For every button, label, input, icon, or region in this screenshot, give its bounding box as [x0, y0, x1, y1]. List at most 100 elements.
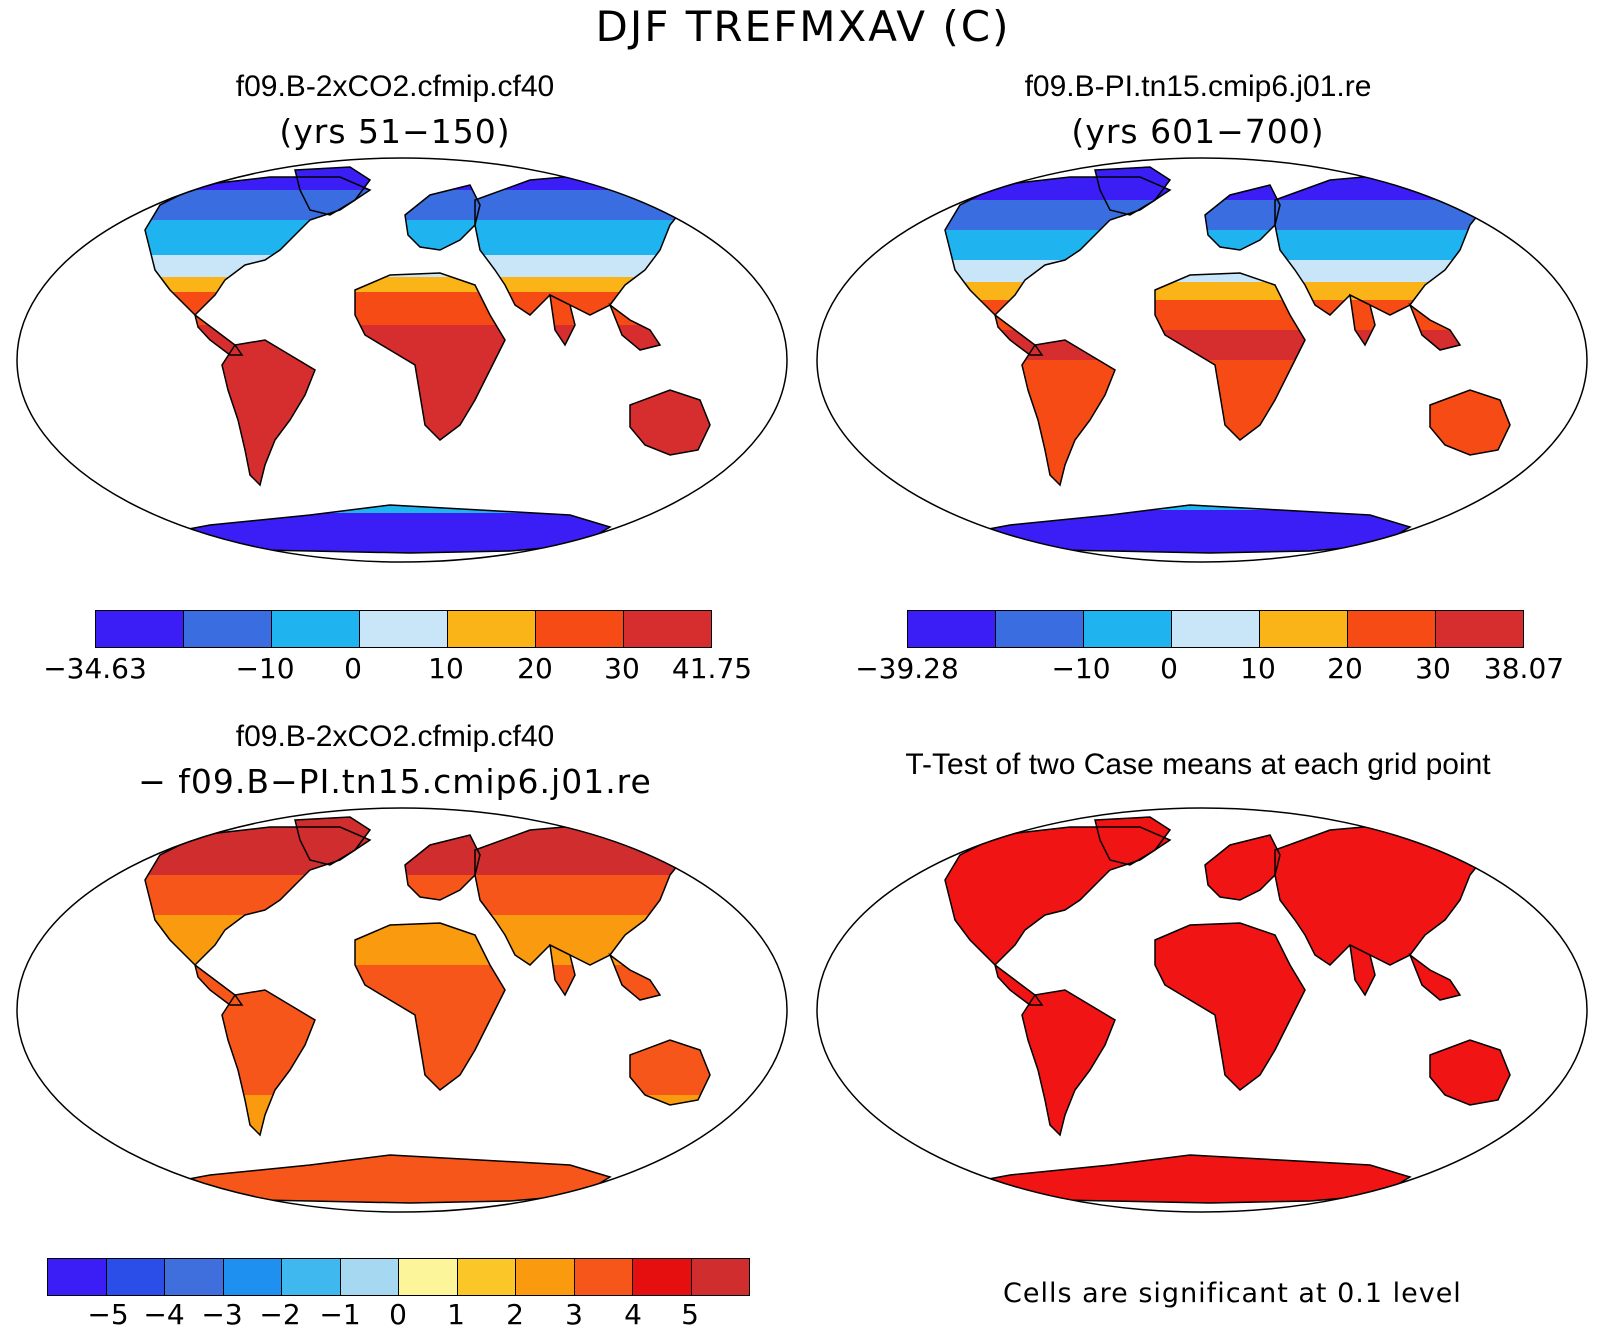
map-border [16, 157, 788, 563]
colorbar-top-left [95, 610, 712, 648]
temperature-band [930, 282, 1510, 300]
colorbar-tick-label: −10 [1051, 652, 1111, 685]
colorbar-swatch [908, 611, 996, 647]
significant-cells [930, 817, 1510, 1203]
colorbar-swatch [996, 611, 1084, 647]
colorbar-tick-label: 41.75 [671, 652, 753, 685]
colorbar-swatch [448, 611, 536, 647]
temperature-band [130, 513, 710, 553]
panel-title-bottom-right: T-Test of two Case means at each grid po… [905, 748, 1491, 781]
colorbar-tick-label: −34.63 [43, 652, 147, 685]
coastline-southAmerica [221, 989, 316, 1137]
colorbar-swatch [536, 611, 624, 647]
map-bottom-right [816, 807, 1588, 1213]
difference-band [130, 875, 710, 915]
colorbar-tick-label: 20 [1327, 652, 1363, 685]
colorbar-tick-label: 0 [389, 1298, 407, 1331]
colorbar-tick-label: 4 [624, 1298, 642, 1331]
coastline-seAsia [1408, 952, 1462, 1001]
temperature-band [930, 490, 1510, 510]
coastline-seAsia [608, 302, 662, 351]
coastline-seAsia [1408, 302, 1462, 351]
coastline-centralAmerica [193, 963, 244, 1006]
coastline-india [549, 293, 576, 347]
coastline-greenland [1094, 816, 1172, 866]
panel-subtitle-top-right: (yrs 601−700) [1071, 112, 1325, 151]
difference-band [130, 817, 710, 875]
coastline-europe [404, 184, 481, 251]
difference-band [130, 965, 710, 1095]
colorbar-swatch [282, 1259, 341, 1295]
colorbar-tick-label: 0 [1160, 652, 1178, 685]
colorbar-swatch [340, 1259, 399, 1295]
coastline-antarctica [129, 1154, 612, 1204]
coastline-northAmerica [144, 176, 372, 317]
colorbar-tick-label: −3 [201, 1298, 243, 1331]
coastline-australia [629, 1039, 711, 1106]
coastline-africa [354, 272, 506, 441]
coastline-india [1349, 943, 1376, 997]
coastline-australia [629, 389, 711, 456]
temperature-band [130, 292, 710, 325]
colorbar-swatch [165, 1259, 224, 1295]
panel-subtitle-top-left: (yrs 51−150) [279, 112, 511, 151]
coastline-india [549, 943, 576, 997]
panel-title-top-right: f09.B-PI.tn15.cmip6.j01.re [1024, 70, 1372, 103]
map-border [16, 807, 788, 1213]
temperature-band [130, 277, 710, 292]
coastline-greenland [294, 166, 372, 216]
colorbar-labels-bottom-left: −5 −4 −3 −2 −1 0 1 2 3 4 5 [0, 1298, 800, 1331]
temperature-band [130, 190, 710, 220]
temperature-band [130, 220, 710, 255]
colorbar-swatch [1436, 611, 1523, 647]
coastline-australia [1429, 389, 1511, 456]
colorbar-tick-label: 3 [565, 1298, 583, 1331]
colorbar-tick-label: −1 [319, 1298, 361, 1331]
colorbar-tick-label: 5 [681, 1298, 699, 1331]
temperature-band [930, 230, 1510, 260]
colorbar-tick-label: 10 [428, 652, 464, 685]
temperature-band [130, 325, 710, 495]
figure-title: DJF TREFMXAV (C) [595, 2, 1011, 51]
coastline-europe [1204, 184, 1281, 251]
coastline-australia [1429, 1039, 1511, 1106]
difference-band [130, 915, 710, 965]
colorbar-swatch [184, 611, 272, 647]
colorbar-tick-label: 30 [1415, 652, 1451, 685]
colorbar-tick-label: −5 [87, 1298, 129, 1331]
temperature-band [930, 200, 1510, 230]
colorbar-swatch [1084, 611, 1172, 647]
coastline-centralAmerica [993, 313, 1044, 356]
coastline-india [1349, 293, 1376, 347]
map-top-left [16, 157, 788, 563]
colorbar-tick-label: 2 [506, 1298, 524, 1331]
colorbar-swatch [360, 611, 448, 647]
temperature-band [130, 495, 710, 513]
coastline-southAmerica [221, 339, 316, 487]
colorbar-tick-label: 0 [344, 652, 362, 685]
panel-subtitle-bottom-left: − f09.B−PI.tn15.cmip6.j01.re [138, 762, 652, 801]
coastline-centralAmerica [193, 313, 244, 356]
colorbar-tick-label: −39.28 [855, 652, 959, 685]
colorbar-top-right [907, 610, 1524, 648]
coastline-antarctica [929, 1154, 1412, 1204]
temperature-band [130, 167, 710, 190]
colorbar-swatch [633, 1259, 692, 1295]
map-top-right [816, 157, 1588, 563]
colorbar-tick-label: −2 [259, 1298, 301, 1331]
colorbar-tick-label: 20 [517, 652, 553, 685]
colorbar-swatch [223, 1259, 282, 1295]
colorbar-tick-label: −4 [143, 1298, 185, 1331]
colorbar-tick-label: −10 [235, 652, 295, 685]
colorbar-swatch [1172, 611, 1260, 647]
colorbar-labels-top-left: −34.63 −10 0 10 20 30 41.75 [0, 652, 800, 688]
temperature-band [930, 330, 1510, 360]
colorbar-tick-label: 1 [447, 1298, 465, 1331]
colorbar-tick-label: 30 [604, 652, 640, 685]
colorbar-swatch [96, 611, 184, 647]
temperature-band [930, 167, 1510, 200]
colorbar-swatch [1260, 611, 1348, 647]
temperature-band [930, 360, 1510, 490]
coastline-southAmerica [1021, 989, 1116, 1137]
colorbar-swatch [624, 611, 711, 647]
